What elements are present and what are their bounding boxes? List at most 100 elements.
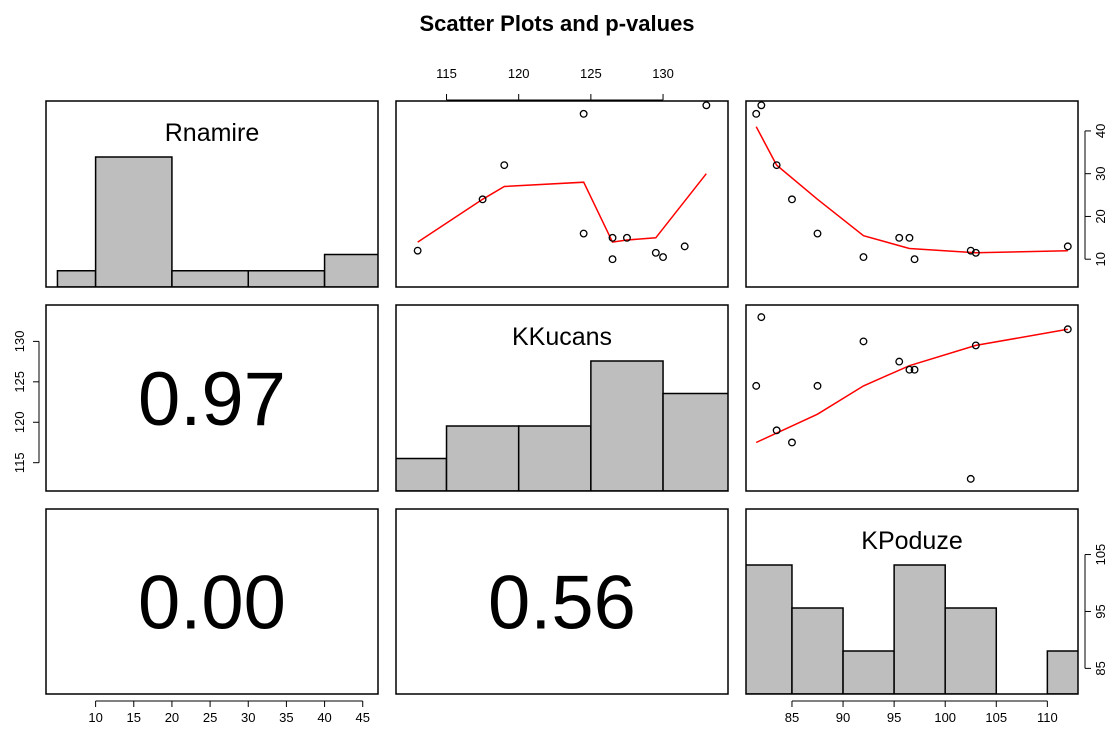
tick-label-bottom-0-5: 35	[279, 710, 293, 725]
scatter-panel-KKucans_vs_KPoduze	[752, 313, 1072, 483]
tick-label-right-0-1: 20	[1093, 209, 1108, 223]
tick-label-bottom-2-3: 100	[934, 710, 956, 725]
tick-label-bottom-2-5: 110	[1037, 710, 1058, 725]
histogram-Rnamire	[56, 156, 378, 287]
variable-name-Rnamire: Rnamire	[165, 119, 259, 147]
tick-label-right-0-2: 30	[1093, 166, 1108, 180]
smooth-line-Rnamire_vs_KKucans	[417, 173, 707, 243]
scatter-point-Rnamire_vs_KPoduze-7	[895, 233, 904, 242]
hist-bar-KKucans-0	[396, 457, 448, 491]
tick-label-bottom-0-6: 40	[317, 710, 331, 725]
hist-bar-Rnamire-3	[247, 270, 326, 287]
scatter-panel-Rnamire_vs_KPoduze	[752, 101, 1072, 264]
scatter-point-KKucans_vs_KPoduze-0	[966, 474, 975, 483]
tick-label-right-2-1: 95	[1093, 604, 1108, 618]
tick-label-right-0-3: 40	[1093, 124, 1108, 138]
histogram-KKucans	[396, 360, 728, 491]
panel-frame-2-2	[745, 508, 1079, 695]
panel-frame-1-0	[45, 304, 379, 492]
variable-name-KKucans: KKucans	[512, 323, 612, 351]
tick-label-left-1-2: 125	[12, 371, 27, 393]
scatter-point-Rnamire_vs_KPoduze-4	[813, 229, 822, 238]
tick-label-bottom-0-0: 10	[88, 710, 102, 725]
scatter-point-Rnamire_vs_KPoduze-6	[910, 255, 919, 264]
tick-label-right-0-0: 10	[1093, 252, 1108, 266]
scatter-point-KKucans_vs_KPoduze-3	[752, 381, 761, 390]
panel-frame-1-2	[745, 304, 1079, 492]
scatter-point-KKucans_vs_KPoduze-9	[859, 337, 868, 346]
tick-label-bottom-0-3: 25	[203, 710, 217, 725]
tick-label-bottom-0-7: 45	[356, 710, 370, 725]
hist-bar-KPoduze-6	[1046, 650, 1078, 694]
hist-bar-KKucans-3	[590, 360, 664, 491]
panel-frame-2-1	[395, 508, 729, 695]
scatter-point-Rnamire_vs_KPoduze-5	[905, 233, 914, 242]
tick-label-top-1-3: 130	[652, 66, 674, 81]
hist-bar-KKucans-2	[517, 425, 592, 491]
tick-label-top-1-2: 125	[580, 66, 602, 81]
tick-label-bottom-2-2: 95	[887, 710, 901, 725]
scatter-point-KKucans_vs_KPoduze-2	[772, 426, 781, 435]
scatter-point-KKucans_vs_KPoduze-5	[905, 365, 914, 374]
scatter-point-KKucans_vs_KPoduze-1	[788, 438, 796, 447]
scatter-point-KKucans_vs_KPoduze-11	[757, 313, 766, 322]
tick-label-bottom-2-4: 105	[985, 710, 1007, 725]
scatter-point-KKucans_vs_KPoduze-7	[895, 357, 904, 366]
chart-title: Scatter Plots and p-values	[419, 11, 694, 36]
p-value-KPoduze-Rnamire: 0.00	[138, 561, 286, 646]
hist-bar-KPoduze-0	[746, 564, 793, 694]
hist-bar-KPoduze-3	[893, 564, 946, 694]
hist-bar-KKucans-4	[662, 392, 728, 491]
tick-label-right-2-2: 105	[1093, 544, 1108, 566]
tick-label-top-1-0: 115	[436, 66, 457, 81]
hist-bar-Rnamire-2	[171, 270, 250, 287]
tick-label-left-1-0: 115	[12, 452, 27, 473]
tick-label-bottom-0-4: 30	[241, 710, 255, 725]
scatter-point-Rnamire_vs_KPoduze-3	[752, 109, 761, 118]
scatter-point-Rnamire_vs_KPoduze-11	[757, 101, 766, 110]
panel-frame-1-1	[395, 304, 729, 492]
hist-bar-Rnamire-1	[94, 156, 173, 287]
hist-bar-KPoduze-4	[944, 607, 998, 694]
scatter-point-Rnamire_vs_KKucans-3	[579, 109, 588, 118]
scatter-point-KKucans_vs_KPoduze-4	[813, 381, 822, 390]
scatter-point-Rnamire_vs_KKucans-11	[702, 101, 711, 110]
scatter-point-KKucans_vs_KPoduze-10	[1063, 325, 1072, 334]
tick-label-bottom-2-1: 90	[836, 710, 850, 725]
scatter-point-Rnamire_vs_KPoduze-2	[772, 161, 781, 170]
tick-label-bottom-0-1: 15	[127, 710, 141, 725]
panel-frame-2-0	[45, 508, 379, 695]
variable-name-KPoduze: KPoduze	[861, 527, 962, 555]
scatter-point-Rnamire_vs_KPoduze-8	[971, 248, 980, 257]
scatter-point-KKucans_vs_KPoduze-6	[910, 365, 919, 374]
scatter-point-Rnamire_vs_KKucans-9	[659, 253, 667, 262]
hist-bar-Rnamire-4	[323, 253, 378, 287]
tick-label-top-1-1: 120	[508, 66, 530, 81]
hist-bar-KKucans-1	[445, 425, 520, 491]
scatter-point-Rnamire_vs_KKucans-10	[680, 242, 689, 251]
panel-frame-0-0	[45, 100, 379, 288]
scatter-point-Rnamire_vs_KPoduze-10	[1063, 242, 1072, 251]
p-value-KPoduze-KKucans: 0.56	[488, 561, 636, 646]
tick-label-bottom-0-2: 20	[165, 710, 179, 725]
scatter-point-Rnamire_vs_KPoduze-0	[966, 246, 975, 255]
scatter-point-Rnamire_vs_KPoduze-1	[788, 195, 796, 204]
scatter-point-Rnamire_vs_KKucans-1	[478, 195, 487, 204]
histogram-KPoduze	[746, 564, 1078, 694]
panels: Rnamire KKucans KPoduze 0.97 0.00 0.56 115 120 1…	[12, 66, 1108, 725]
panel-frame-0-1	[395, 100, 729, 288]
scatter-point-Rnamire_vs_KKucans-2	[500, 161, 509, 170]
scatter-point-Rnamire_vs_KKucans-7	[623, 233, 631, 242]
smooth-line-KKucans_vs_KPoduze	[755, 328, 1068, 444]
scatter-point-Rnamire_vs_KKucans-4	[579, 229, 588, 238]
panel-frame-0-2	[745, 100, 1079, 288]
scatter-panel-Rnamire_vs_KKucans	[413, 101, 711, 264]
hist-bar-KPoduze-1	[791, 607, 844, 694]
tick-label-left-1-1: 120	[12, 411, 27, 433]
tick-label-bottom-2-0: 85	[785, 710, 799, 725]
scatter-point-Rnamire_vs_KKucans-5	[608, 233, 617, 242]
p-value-KKucans-Rnamire: 0.97	[138, 357, 286, 442]
tick-label-left-1-3: 130	[12, 331, 27, 353]
scatter-point-Rnamire_vs_KKucans-0	[413, 246, 422, 255]
